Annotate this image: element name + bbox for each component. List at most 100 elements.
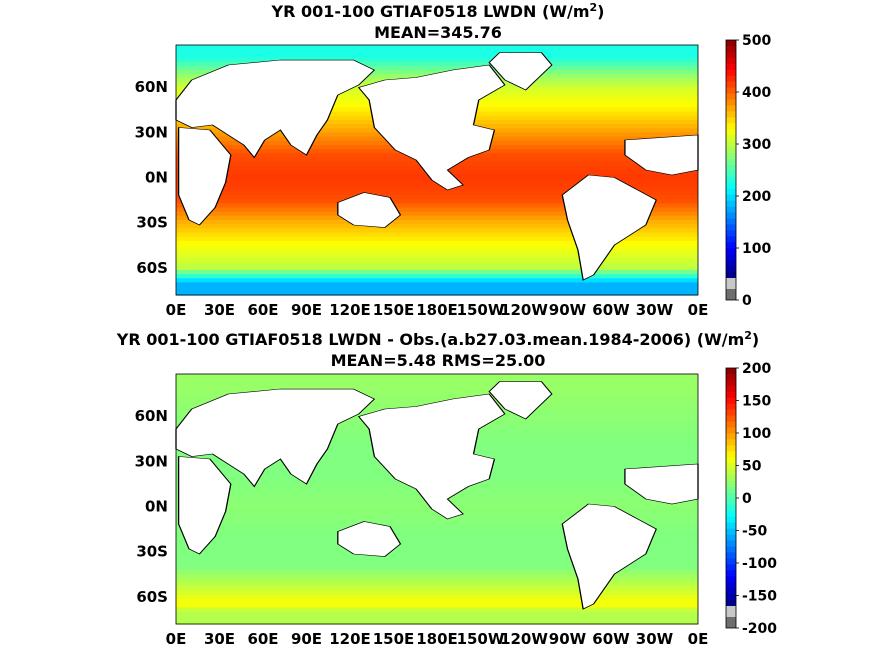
- chart-title: YR 001-100 GTIAF0518 LWDN (W/m2): [271, 1, 605, 21]
- x-tick-label: 90W: [549, 630, 587, 648]
- colorbar-segment: [726, 546, 736, 553]
- data-band: [176, 561, 698, 567]
- colorbar-tick-label: 500: [742, 33, 771, 49]
- y-tick-label: 30S: [136, 543, 168, 561]
- x-tick-label: 150E: [373, 630, 415, 648]
- data-band: [176, 382, 698, 388]
- colorbar-segment: [726, 105, 736, 112]
- panel-bottom: YR 001-100 GTIAF0518 LWDN - Obs.(a.b27.0…: [116, 329, 778, 648]
- colorbar-segment: [726, 582, 736, 589]
- colorbar-segment: [726, 69, 736, 77]
- colorbar-segment: [726, 516, 736, 524]
- colorbar-segment: [726, 81, 736, 89]
- data-band: [176, 378, 698, 383]
- x-tick-label: 150W: [457, 301, 505, 319]
- landmass: [357, 393, 506, 520]
- landmass: [337, 521, 402, 557]
- y-tick-label: 60N: [135, 78, 168, 96]
- colorbar-segment: [726, 188, 736, 196]
- data-band: [176, 394, 698, 400]
- x-tick-label: 120W: [500, 301, 548, 319]
- colorbar-missing: [726, 617, 736, 628]
- colorbar-segment: [726, 218, 736, 225]
- y-tick-label: 30N: [135, 452, 168, 470]
- colorbar-segment: [726, 230, 736, 237]
- y-tick-label: 60S: [136, 259, 168, 277]
- x-tick-label: 30E: [204, 301, 235, 319]
- data-band: [176, 211, 698, 217]
- data-band: [176, 220, 698, 225]
- colorbar-missing: [726, 289, 736, 300]
- colorbar-tick-label: 0: [742, 491, 752, 507]
- data-band: [176, 557, 698, 563]
- data-band: [176, 374, 698, 379]
- data-band: [176, 524, 698, 529]
- landmass: [175, 59, 376, 159]
- colorbar-segment: [726, 385, 736, 393]
- colorbar-segment: [726, 266, 736, 273]
- data-band: [176, 45, 698, 50]
- x-tick-label: 30W: [636, 301, 674, 319]
- y-tick-label: 0N: [145, 498, 168, 516]
- data-band: [176, 215, 698, 221]
- colorbar-segment: [726, 391, 736, 399]
- x-tick-label: 120E: [329, 301, 371, 319]
- x-tick-label: 60E: [247, 301, 278, 319]
- colorbar-tick-label: 50: [742, 459, 762, 475]
- colorbar-tick-label: -100: [742, 556, 777, 572]
- colorbar-segment: [726, 534, 736, 542]
- colorbar-segment: [726, 51, 736, 59]
- colorbar-segment: [726, 164, 736, 172]
- data-band: [176, 228, 698, 234]
- data-band: [176, 544, 698, 550]
- x-tick-label: 0E: [166, 301, 187, 319]
- colorbar-segment: [726, 588, 736, 595]
- map-plot: [175, 44, 699, 296]
- x-tick-label: 60E: [247, 630, 278, 648]
- colorbar-segment: [726, 170, 736, 178]
- colorbar-segment: [726, 135, 736, 142]
- colorbar-segment: [726, 272, 736, 279]
- data-band: [176, 511, 698, 517]
- colorbar-segment: [726, 200, 736, 208]
- colorbar-segment: [726, 403, 736, 411]
- colorbar-tick-label: -150: [742, 589, 777, 605]
- colorbar-segment: [726, 254, 736, 261]
- colorbar-segment: [726, 260, 736, 267]
- data-band: [176, 599, 698, 604]
- data-band: [176, 49, 698, 54]
- data-band: [176, 65, 698, 71]
- x-tick-label: 120W: [500, 630, 548, 648]
- x-tick-label: 180E: [416, 301, 458, 319]
- landmass: [561, 503, 657, 610]
- x-tick-label: 90W: [549, 301, 587, 319]
- colorbar-segment: [726, 379, 736, 387]
- colorbar-tick-label: 300: [742, 137, 771, 153]
- colorbar-segment: [726, 368, 736, 375]
- landmass: [177, 127, 232, 226]
- landmass: [488, 381, 553, 420]
- colorbar-segment: [726, 153, 736, 160]
- continents: [175, 381, 699, 610]
- colorbar-segment: [726, 558, 736, 565]
- data-band: [176, 274, 698, 279]
- colorbar-segment: [726, 475, 736, 482]
- data-band: [176, 286, 698, 292]
- data-band: [176, 232, 698, 238]
- colorbar-segment: [726, 445, 736, 452]
- y-axis-ticks: 60N 30N 0N 30S 60S: [135, 407, 168, 606]
- landmass: [488, 52, 553, 91]
- landmass: [337, 192, 402, 228]
- colorbar-segment: [726, 457, 736, 464]
- y-tick-label: 0N: [145, 169, 168, 187]
- landmass: [561, 174, 657, 281]
- x-tick-label: 30W: [636, 630, 674, 648]
- data-band: [176, 536, 698, 542]
- data-band: [176, 386, 698, 392]
- colorbar-segment: [726, 510, 736, 518]
- colorbar-segment: [726, 123, 736, 130]
- x-tick-label: 0E: [166, 630, 187, 648]
- colorbar-segment: [726, 224, 736, 231]
- colorbar-segment: [726, 176, 736, 184]
- data-band: [176, 553, 698, 558]
